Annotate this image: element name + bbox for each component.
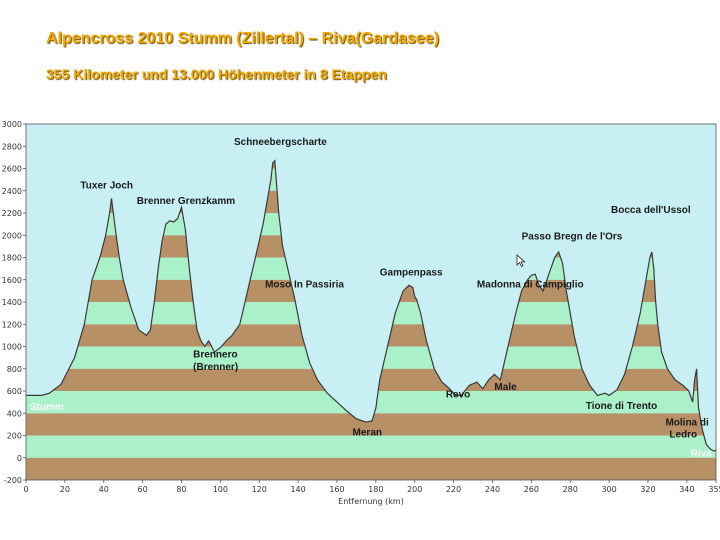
x-tick-label: 240 [485,485,500,494]
y-tick-label: 1000 [2,343,22,352]
peak-annotation: Brenner Grenzkamm [137,196,235,207]
peak-annotation: Moso In Passiria [265,280,344,291]
peak-annotation: Male [494,382,517,393]
peak-annotation: Gampenpass [380,267,443,278]
mouse-cursor-icon [516,254,526,268]
elevation-band [26,413,716,436]
x-tick-label: 355 [708,485,720,494]
peak-annotation: Tuxer Joch [80,181,133,192]
peak-annotation: Schneebergscharte [234,137,327,148]
y-tick-label: 2000 [2,231,22,240]
elevation-band [26,435,716,458]
elevation-profile-line [26,159,717,452]
y-tick-label: 200 [7,432,22,441]
peak-annotation: Passo Bregn de l'Ors [522,232,623,243]
y-tick-label: 600 [7,387,22,396]
peak-annotation: Madonna di Campiglio [477,280,584,291]
peak-annotation: Revo [446,390,470,401]
y-tick-label: 3000 [2,120,22,129]
peak-annotation: Bocca dell'Ussol [611,205,691,216]
x-tick-label: 120 [252,485,267,494]
y-tick-label: 1800 [2,254,22,263]
x-tick-label: 20 [60,485,70,494]
x-tick-label: 220 [446,485,461,494]
x-tick-label: 0 [23,485,28,494]
x-tick-label: 80 [176,485,186,494]
endpoint-annotation: Stumm [30,402,64,413]
y-tick-label: 2200 [2,209,22,218]
page-subtitle: 355 Kilometer und 13.000 Höhenmeter in 8… [46,66,387,82]
x-tick-label: 300 [601,485,616,494]
y-tick-label: 1600 [2,276,22,285]
elevation-band [26,457,716,480]
elevation-profile-chart: -200020040060080010001200140016001800200… [2,120,720,506]
y-tick-label: -200 [4,476,22,485]
x-tick-label: 280 [563,485,578,494]
y-tick-label: 2800 [2,142,22,151]
x-tick-label: 60 [138,485,148,494]
x-tick-label: 40 [99,485,109,494]
x-tick-label: 160 [329,485,344,494]
y-tick-label: 400 [7,409,22,418]
y-tick-label: 2400 [2,187,22,196]
peak-annotation: Meran [353,428,382,439]
peak-annotation: Ledro [669,430,697,441]
peak-annotation: Molina di [665,417,709,428]
y-tick-label: 1400 [2,298,22,307]
y-tick-label: 800 [7,365,22,374]
endpoint-annotation: Riva [691,449,713,460]
x-tick-label: 180 [368,485,383,494]
x-tick-label: 320 [640,485,655,494]
x-tick-label: 140 [290,485,305,494]
y-tick-label: 2600 [2,165,22,174]
x-tick-label: 260 [524,485,539,494]
peak-annotation: Tione di Trento [586,401,657,412]
x-tick-label: 340 [679,485,694,494]
x-axis-label: Entfernung (km) [338,497,404,506]
x-tick-label: 200 [407,485,422,494]
peak-annotation: Brennero [193,350,237,361]
y-tick-label: 0 [17,454,22,463]
y-tick-label: 1200 [2,320,22,329]
page-title: Alpencross 2010 Stumm (Zillertal) – Riva… [46,30,440,47]
peak-annotation: (Brenner) [193,362,238,373]
x-tick-label: 100 [213,485,228,494]
